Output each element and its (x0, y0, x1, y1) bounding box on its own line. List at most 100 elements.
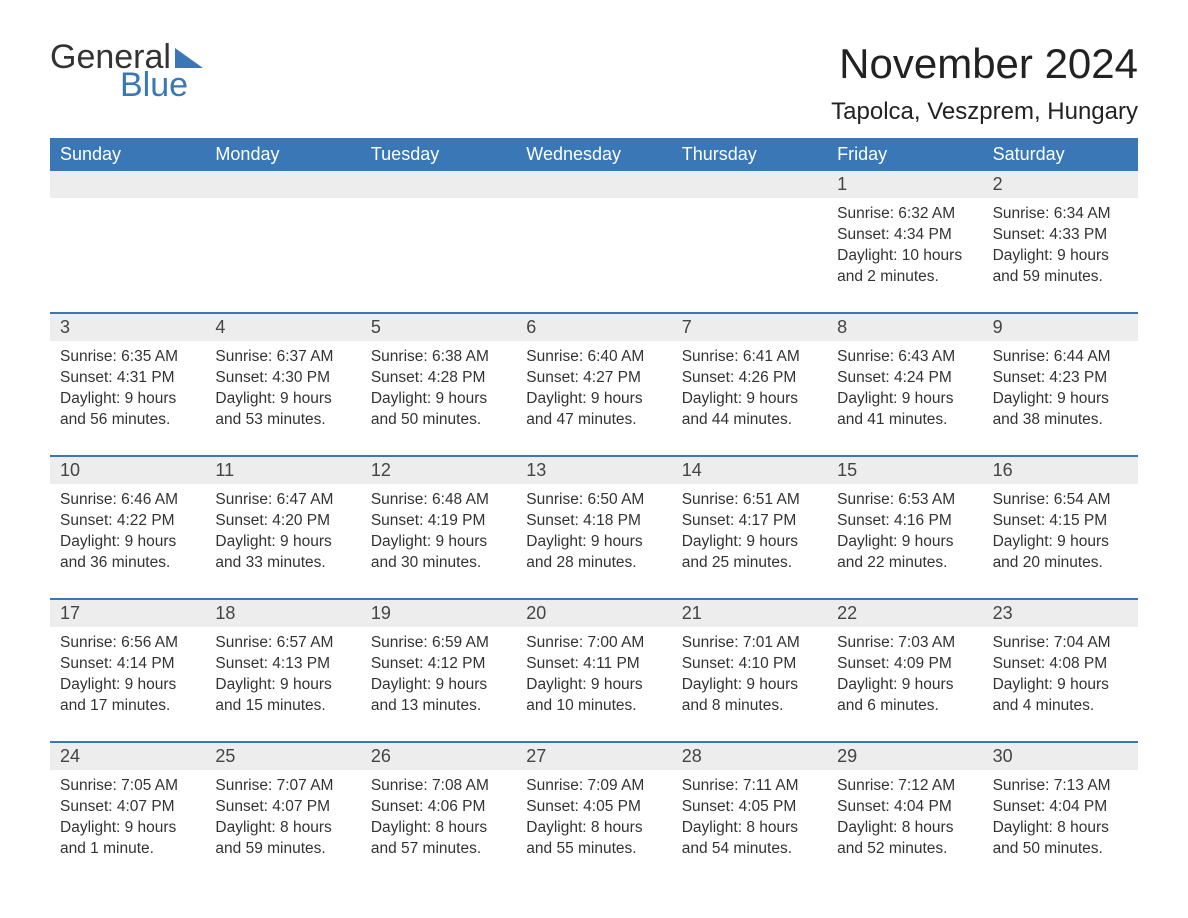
logo: General Blue (50, 40, 209, 102)
day-cell: Sunrise: 6:43 AMSunset: 4:24 PMDaylight:… (827, 341, 982, 441)
daylight-text-line2: and 59 minutes. (993, 267, 1128, 288)
sunset-text: Sunset: 4:05 PM (682, 797, 817, 818)
sunrise-text: Sunrise: 6:35 AM (60, 347, 195, 368)
header: General Blue November 2024 Tapolca, Vesz… (50, 40, 1138, 126)
sunrise-text: Sunrise: 6:53 AM (837, 490, 972, 511)
daylight-text-line1: Daylight: 9 hours (837, 532, 972, 553)
sunset-text: Sunset: 4:06 PM (371, 797, 506, 818)
daylight-text-line2: and 52 minutes. (837, 839, 972, 860)
sunset-text: Sunset: 4:13 PM (215, 654, 350, 675)
day-cell: Sunrise: 7:05 AMSunset: 4:07 PMDaylight:… (50, 770, 205, 870)
daylight-text-line1: Daylight: 8 hours (993, 818, 1128, 839)
sunset-text: Sunset: 4:04 PM (837, 797, 972, 818)
daylight-text-line1: Daylight: 8 hours (682, 818, 817, 839)
daylight-text-line2: and 33 minutes. (215, 553, 350, 574)
day-cell: Sunrise: 7:09 AMSunset: 4:05 PMDaylight:… (516, 770, 671, 870)
daylight-text-line2: and 17 minutes. (60, 696, 195, 717)
day-cell: Sunrise: 6:50 AMSunset: 4:18 PMDaylight:… (516, 484, 671, 584)
week-row: 17181920212223Sunrise: 6:56 AMSunset: 4:… (50, 598, 1138, 727)
day-number: 10 (50, 457, 205, 484)
day-cell: Sunrise: 6:59 AMSunset: 4:12 PMDaylight:… (361, 627, 516, 727)
month-title: November 2024 (831, 40, 1138, 88)
day-number: 18 (205, 600, 360, 627)
sunset-text: Sunset: 4:12 PM (371, 654, 506, 675)
daylight-text-line1: Daylight: 9 hours (371, 675, 506, 696)
day-number: 9 (983, 314, 1138, 341)
day-cell: Sunrise: 7:03 AMSunset: 4:09 PMDaylight:… (827, 627, 982, 727)
day-of-week-header: Sunday Monday Tuesday Wednesday Thursday… (50, 138, 1138, 171)
daylight-text-line2: and 6 minutes. (837, 696, 972, 717)
sunset-text: Sunset: 4:33 PM (993, 225, 1128, 246)
sunrise-text: Sunrise: 6:46 AM (60, 490, 195, 511)
day-cell-empty (361, 198, 516, 298)
daylight-text-line2: and 10 minutes. (526, 696, 661, 717)
day-number-strip: 24252627282930 (50, 743, 1138, 770)
sunset-text: Sunset: 4:07 PM (60, 797, 195, 818)
dow-friday: Friday (827, 138, 982, 171)
sunset-text: Sunset: 4:30 PM (215, 368, 350, 389)
sunrise-text: Sunrise: 6:48 AM (371, 490, 506, 511)
day-cell: Sunrise: 7:07 AMSunset: 4:07 PMDaylight:… (205, 770, 360, 870)
day-number: 6 (516, 314, 671, 341)
day-cell: Sunrise: 7:04 AMSunset: 4:08 PMDaylight:… (983, 627, 1138, 727)
daylight-text-line1: Daylight: 9 hours (993, 675, 1128, 696)
day-cell: Sunrise: 6:48 AMSunset: 4:19 PMDaylight:… (361, 484, 516, 584)
sunset-text: Sunset: 4:20 PM (215, 511, 350, 532)
title-block: November 2024 Tapolca, Veszprem, Hungary (831, 40, 1138, 126)
day-number: 24 (50, 743, 205, 770)
day-number: 13 (516, 457, 671, 484)
day-cell: Sunrise: 6:40 AMSunset: 4:27 PMDaylight:… (516, 341, 671, 441)
sunset-text: Sunset: 4:34 PM (837, 225, 972, 246)
daylight-text-line2: and 2 minutes. (837, 267, 972, 288)
daylight-text-line2: and 50 minutes. (993, 839, 1128, 860)
day-number: 19 (361, 600, 516, 627)
day-number: 17 (50, 600, 205, 627)
day-cell-empty (672, 198, 827, 298)
daylight-text-line1: Daylight: 8 hours (526, 818, 661, 839)
day-cell-empty (50, 198, 205, 298)
daylight-text-line1: Daylight: 9 hours (60, 389, 195, 410)
sunrise-text: Sunrise: 7:03 AM (837, 633, 972, 654)
day-cell: Sunrise: 7:01 AMSunset: 4:10 PMDaylight:… (672, 627, 827, 727)
day-number-strip: 17181920212223 (50, 600, 1138, 627)
day-number: 27 (516, 743, 671, 770)
dow-wednesday: Wednesday (516, 138, 671, 171)
daylight-text-line1: Daylight: 8 hours (371, 818, 506, 839)
day-number: 21 (672, 600, 827, 627)
daylight-text-line2: and 38 minutes. (993, 410, 1128, 431)
day-cell: Sunrise: 6:44 AMSunset: 4:23 PMDaylight:… (983, 341, 1138, 441)
week-row: 3456789Sunrise: 6:35 AMSunset: 4:31 PMDa… (50, 312, 1138, 441)
sunrise-text: Sunrise: 6:54 AM (993, 490, 1128, 511)
daylight-text-line2: and 22 minutes. (837, 553, 972, 574)
daylight-text-line2: and 15 minutes. (215, 696, 350, 717)
daylight-text-line2: and 13 minutes. (371, 696, 506, 717)
sunrise-text: Sunrise: 6:32 AM (837, 204, 972, 225)
sunrise-text: Sunrise: 6:50 AM (526, 490, 661, 511)
day-cell-empty (205, 198, 360, 298)
day-cell: Sunrise: 6:37 AMSunset: 4:30 PMDaylight:… (205, 341, 360, 441)
day-number (672, 171, 827, 198)
daylight-text-line1: Daylight: 9 hours (526, 675, 661, 696)
day-number: 1 (827, 171, 982, 198)
week-row: 10111213141516 Sunrise: 6:46 AM Sunset: 4:… (50, 455, 1138, 584)
day-cell: Sunrise: 6:56 AMSunset: 4:14 PMDaylight:… (50, 627, 205, 727)
day-number: 5 (361, 314, 516, 341)
sunset-text: Sunset: 4:24 PM (837, 368, 972, 389)
sunrise-text: Sunrise: 7:09 AM (526, 776, 661, 797)
sunrise-text: Sunrise: 7:08 AM (371, 776, 506, 797)
day-cell: Sunrise: 7:08 AMSunset: 4:06 PMDaylight:… (361, 770, 516, 870)
sunrise-text: Sunrise: 6:40 AM (526, 347, 661, 368)
day-number (361, 171, 516, 198)
daylight-text-line1: Daylight: 8 hours (215, 818, 350, 839)
daylight-text-line1: Daylight: 9 hours (526, 389, 661, 410)
day-number-strip: 10111213141516 (50, 457, 1138, 484)
day-cell: Sunrise: 6:34 AMSunset: 4:33 PMDaylight:… (983, 198, 1138, 298)
sunrise-text: Sunrise: 7:11 AM (682, 776, 817, 797)
day-cell: Sunrise: 6:54 AMSunset: 4:15 PMDaylight:… (983, 484, 1138, 584)
sunset-text: Sunset: 4:19 PM (371, 511, 506, 532)
daylight-text-line2: and 20 minutes. (993, 553, 1128, 574)
daylight-text-line2: and 50 minutes. (371, 410, 506, 431)
day-cell: Sunrise: 7:13 AMSunset: 4:04 PMDaylight:… (983, 770, 1138, 870)
sunset-text: Sunset: 4:08 PM (993, 654, 1128, 675)
day-number: 25 (205, 743, 360, 770)
